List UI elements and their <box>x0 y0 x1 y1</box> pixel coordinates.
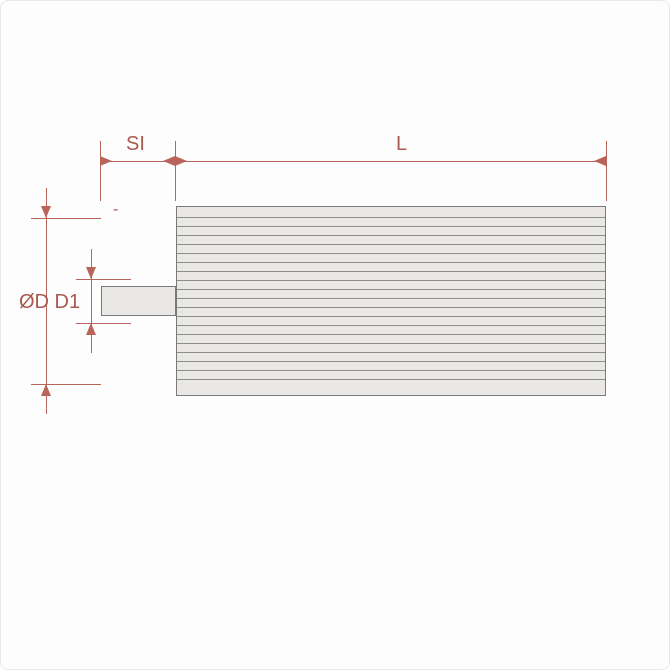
arrow-l-left <box>175 156 187 166</box>
pulley-groove <box>177 307 605 308</box>
pulley-groove <box>177 361 605 362</box>
dimension-line-l <box>175 161 606 162</box>
pulley-groove <box>177 280 605 281</box>
arrow-l-right <box>594 156 606 166</box>
pulley-groove <box>177 298 605 299</box>
pulley-groove <box>177 334 605 335</box>
label-si: SI <box>126 133 145 156</box>
diagram-canvas: SI L ØD D1 - <box>0 0 670 670</box>
arrow-d-bot <box>41 384 51 396</box>
pulley-groove <box>177 370 605 371</box>
ext-line-si-right <box>175 141 176 201</box>
arrow-si-left <box>100 156 112 166</box>
pulley-body <box>176 206 606 396</box>
pulley-groove <box>177 289 605 290</box>
shaft-stub <box>101 286 176 316</box>
arrow-d1-top <box>86 267 96 279</box>
ext-line-d1-bot <box>76 323 131 324</box>
pulley-groove <box>177 235 605 236</box>
pulley-groove <box>177 325 605 326</box>
pulley-groove <box>177 217 605 218</box>
pulley-groove <box>177 226 605 227</box>
label-dash: - <box>113 201 118 219</box>
ext-line-d1-top <box>76 279 131 280</box>
ext-line-d-top <box>31 218 101 219</box>
pulley-groove <box>177 253 605 254</box>
pulley-groove <box>177 352 605 353</box>
ext-line-si-left <box>100 141 101 201</box>
ext-line-l-right <box>606 141 607 201</box>
arrow-si-right <box>163 156 175 166</box>
label-l: L <box>396 133 407 156</box>
label-diameter: ØD D1 <box>19 291 80 314</box>
arrow-d1-bot <box>86 323 96 335</box>
pulley-groove <box>177 316 605 317</box>
pulley-groove <box>177 343 605 344</box>
pulley-groove <box>177 271 605 272</box>
arrow-d-top <box>41 206 51 218</box>
pulley-groove <box>177 379 605 380</box>
pulley-groove <box>177 262 605 263</box>
pulley-groove <box>177 244 605 245</box>
dimension-line-d1 <box>91 249 92 353</box>
